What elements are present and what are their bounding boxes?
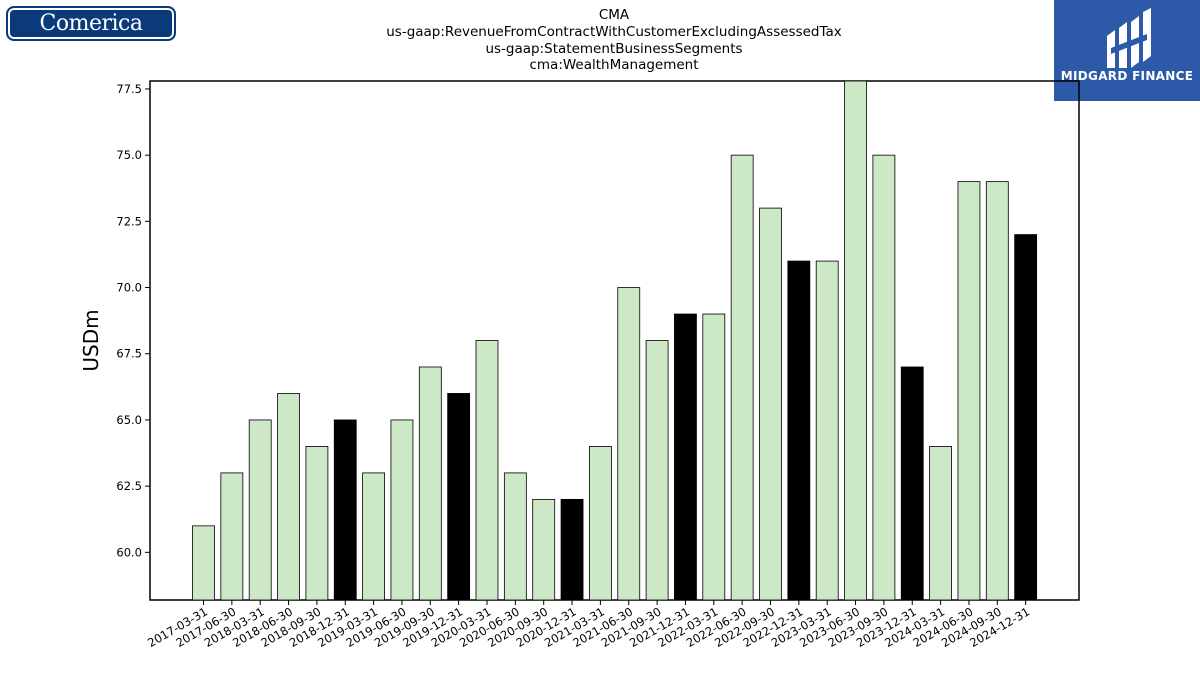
y-tick-label: 75.0 bbox=[116, 148, 142, 162]
midgard-logo-text: MIDGARD FINANCE bbox=[1060, 69, 1194, 83]
bar bbox=[418, 366, 442, 601]
bar bbox=[333, 419, 357, 601]
bar bbox=[362, 472, 386, 601]
bar bbox=[957, 181, 981, 601]
bar bbox=[645, 340, 669, 601]
midgard-mark-icon bbox=[1107, 8, 1151, 68]
bar bbox=[390, 419, 414, 601]
bar bbox=[503, 472, 527, 601]
y-tick-label: 72.5 bbox=[116, 214, 142, 228]
bar bbox=[532, 498, 556, 601]
bar bbox=[192, 525, 215, 601]
bar bbox=[702, 313, 726, 601]
y-tick-label: 60.0 bbox=[116, 545, 142, 559]
bar bbox=[787, 260, 811, 601]
comerica-logo-text: Comerica bbox=[39, 11, 143, 36]
title-line-1: CMA bbox=[598, 7, 630, 23]
bar bbox=[844, 80, 867, 601]
bar bbox=[900, 366, 924, 601]
bar bbox=[674, 313, 697, 601]
bar bbox=[815, 260, 839, 601]
plot-frame bbox=[149, 80, 1080, 601]
bar bbox=[305, 446, 329, 601]
chart-title: CMA us-gaap:RevenueFromContractWithCusto… bbox=[314, 7, 914, 74]
bar bbox=[560, 498, 584, 601]
bar bbox=[759, 207, 782, 601]
bar bbox=[872, 154, 896, 601]
y-tick-label: 62.5 bbox=[116, 479, 142, 493]
title-line-2: us-gaap:RevenueFromContractWithCustomerE… bbox=[386, 23, 842, 40]
y-tick-label: 77.5 bbox=[116, 82, 142, 96]
bar bbox=[475, 340, 499, 601]
y-tick-label: 67.5 bbox=[116, 347, 142, 361]
bar bbox=[1014, 234, 1038, 601]
title-line-4: cma:WealthManagement bbox=[529, 57, 699, 74]
bar bbox=[220, 472, 244, 601]
title-line-3: us-gaap:StatementBusinessSegments bbox=[485, 40, 743, 57]
bar bbox=[617, 287, 641, 601]
y-tick-label: 65.0 bbox=[116, 413, 142, 427]
bar bbox=[277, 393, 300, 601]
bar bbox=[985, 181, 1009, 601]
y-tick-label: 70.0 bbox=[116, 281, 142, 295]
midgard-finance-logo: MIDGARD FINANCE bbox=[1054, 0, 1200, 101]
y-axis-label: USDm bbox=[79, 309, 103, 371]
bar bbox=[929, 446, 952, 601]
bar bbox=[447, 393, 471, 601]
bar bbox=[730, 154, 754, 601]
bar bbox=[248, 419, 272, 601]
bar bbox=[589, 446, 612, 601]
comerica-logo: Comerica bbox=[6, 6, 176, 41]
